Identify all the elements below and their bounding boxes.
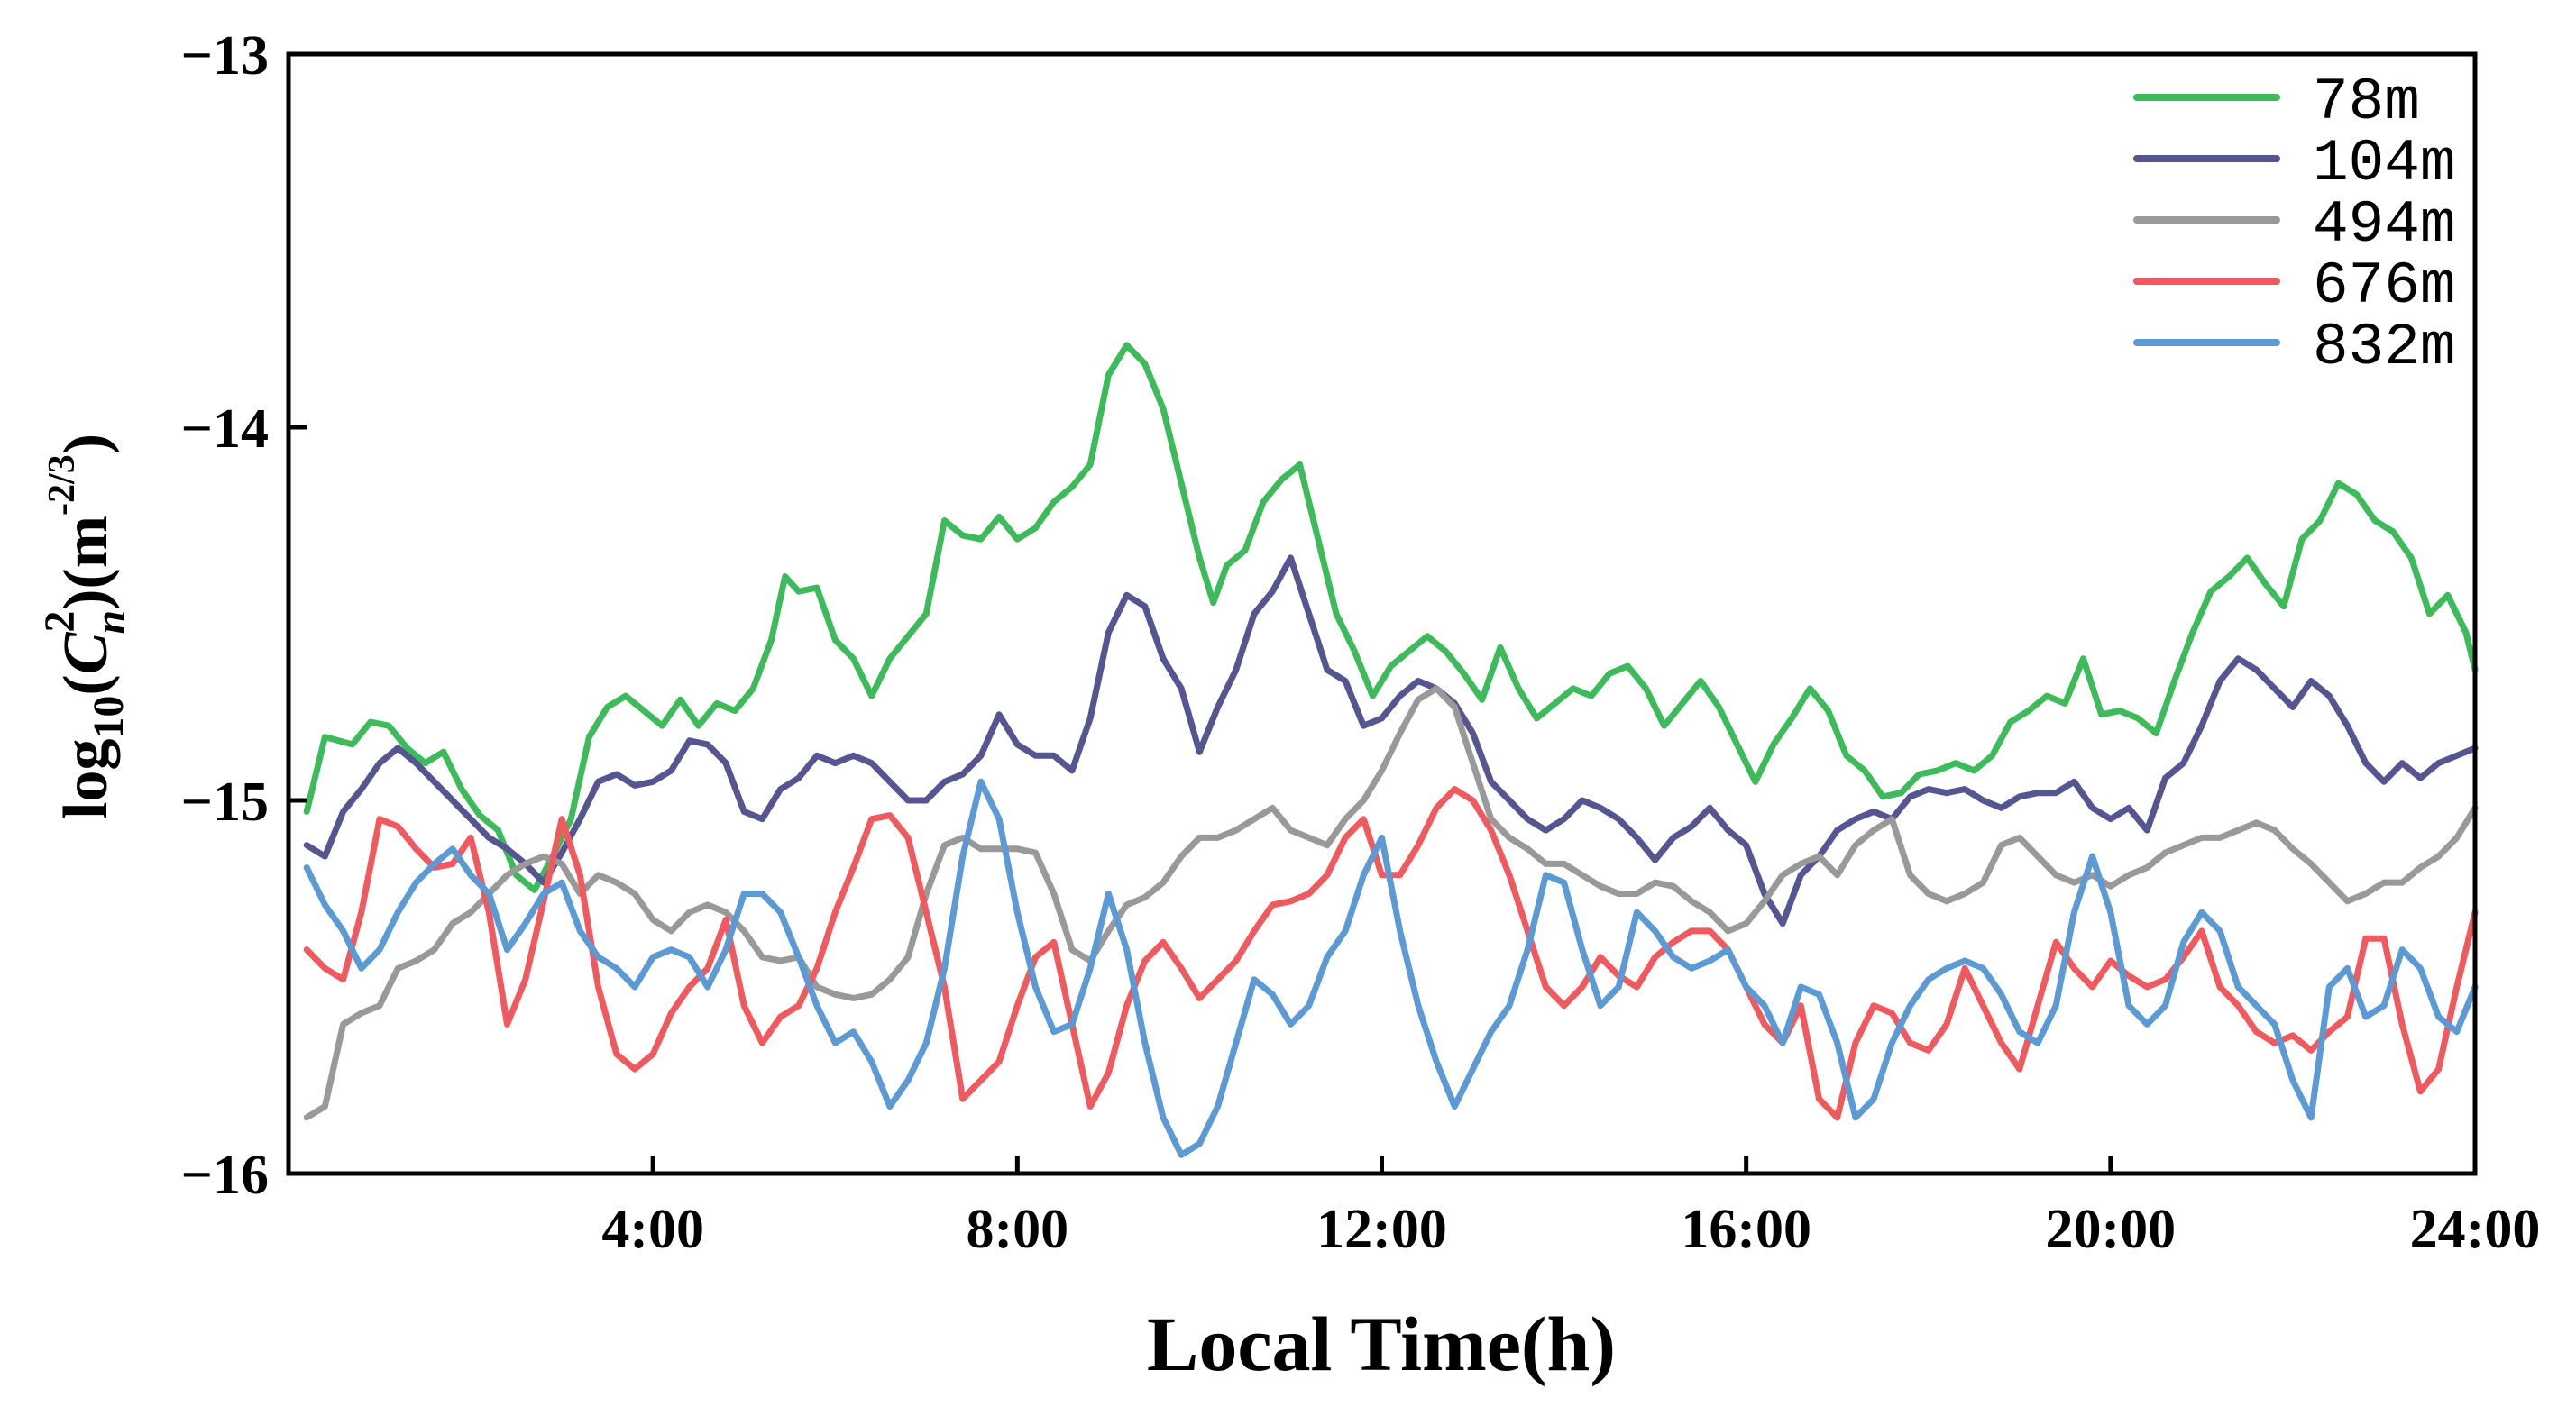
y-title-symbol-sup: 2: [36, 611, 84, 633]
legend-label-676m: 676m: [2313, 252, 2455, 320]
series-layer: [303, 342, 2479, 1158]
y-title-symbol-sub: n: [87, 610, 134, 635]
x-tick-label: 20:00: [2046, 1199, 2177, 1260]
x-axis-title: Local Time(h): [1147, 1301, 1616, 1387]
legend-label-494m: 494m: [2313, 191, 2455, 259]
y-tick-label: −15: [181, 772, 269, 833]
y-title-unit-sup: -2/3: [41, 454, 83, 516]
series-line-494m: [303, 685, 2479, 1121]
y-tick-label: −14: [181, 398, 269, 460]
y-tick-label: −13: [181, 25, 269, 87]
x-axis: 4:00 8:00 12:00 16:00 20:00 24:00: [601, 1156, 2540, 1260]
y-axis-title: log10(C2n)(m-2/3): [36, 434, 134, 819]
legend-label-78m: 78m: [2313, 69, 2420, 136]
x-tick-label: 4:00: [601, 1199, 704, 1260]
y-title-unit: (m: [51, 516, 121, 589]
series-line-832m: [303, 778, 2479, 1158]
x-tick-label: 12:00: [1316, 1199, 1447, 1260]
y-tick-label: −16: [181, 1145, 269, 1206]
series-line-676m: [303, 786, 2479, 1121]
y-title-open: (: [51, 674, 121, 695]
y-title-log-base: 10: [85, 696, 133, 739]
y-title-symbol: C: [51, 631, 121, 674]
series-line-78m: [303, 342, 2479, 893]
y-title-log: log: [51, 739, 121, 819]
x-tick-label: 16:00: [1681, 1199, 1811, 1260]
x-tick-label: 24:00: [2410, 1199, 2541, 1260]
legend-label-104m: 104m: [2313, 130, 2455, 197]
x-tick-label: 8:00: [967, 1199, 1069, 1260]
y-axis: −16 −15 −14 −13: [181, 25, 307, 1206]
legend-label-832m: 832m: [2313, 314, 2455, 381]
series-line-104m: [303, 554, 2479, 927]
y-title-unit-close: ): [51, 434, 121, 454]
y-title-close: ): [51, 589, 121, 610]
